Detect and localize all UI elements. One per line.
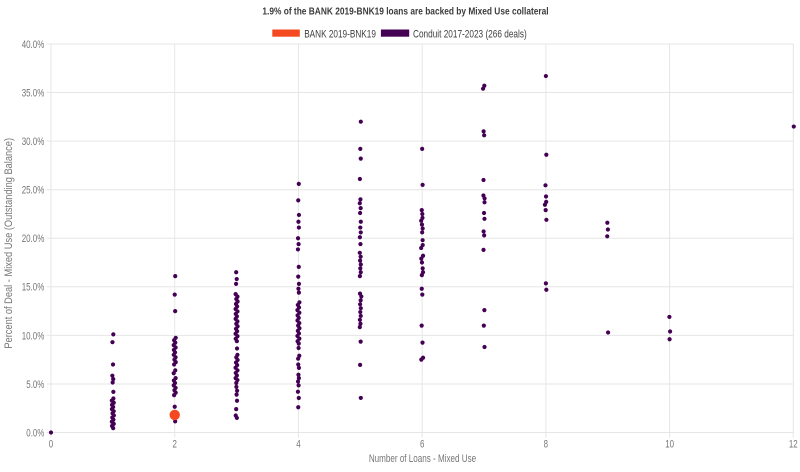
- svg-text:40.0%: 40.0%: [22, 39, 45, 51]
- svg-text:5.0%: 5.0%: [26, 379, 44, 391]
- svg-text:30.0%: 30.0%: [22, 136, 45, 148]
- svg-text:Percent of Deal - Mixed Use (O: Percent of Deal - Mixed Use (Outstanding…: [3, 138, 15, 349]
- svg-text:Conduit 2017-2023 (266 deals): Conduit 2017-2023 (266 deals): [413, 29, 527, 41]
- svg-text:6: 6: [420, 439, 424, 451]
- svg-text:Number of Loans - Mixed Use: Number of Loans - Mixed Use: [369, 453, 476, 465]
- svg-text:BANK 2019-BNK19: BANK 2019-BNK19: [304, 29, 376, 41]
- svg-text:0.0%: 0.0%: [26, 427, 44, 439]
- svg-text:0: 0: [49, 439, 53, 451]
- svg-text:8: 8: [544, 439, 548, 451]
- svg-text:20.0%: 20.0%: [22, 233, 45, 245]
- svg-text:35.0%: 35.0%: [22, 87, 45, 99]
- svg-text:10: 10: [665, 439, 674, 451]
- svg-text:4: 4: [296, 439, 300, 451]
- svg-text:1.9% of the BANK 2019-BNK19 lo: 1.9% of the BANK 2019-BNK19 loans are ba…: [262, 7, 548, 18]
- svg-text:2: 2: [173, 439, 177, 451]
- svg-text:15.0%: 15.0%: [22, 282, 45, 294]
- svg-text:12: 12: [789, 439, 798, 451]
- svg-text:25.0%: 25.0%: [22, 185, 45, 197]
- svg-text:10.0%: 10.0%: [22, 330, 45, 342]
